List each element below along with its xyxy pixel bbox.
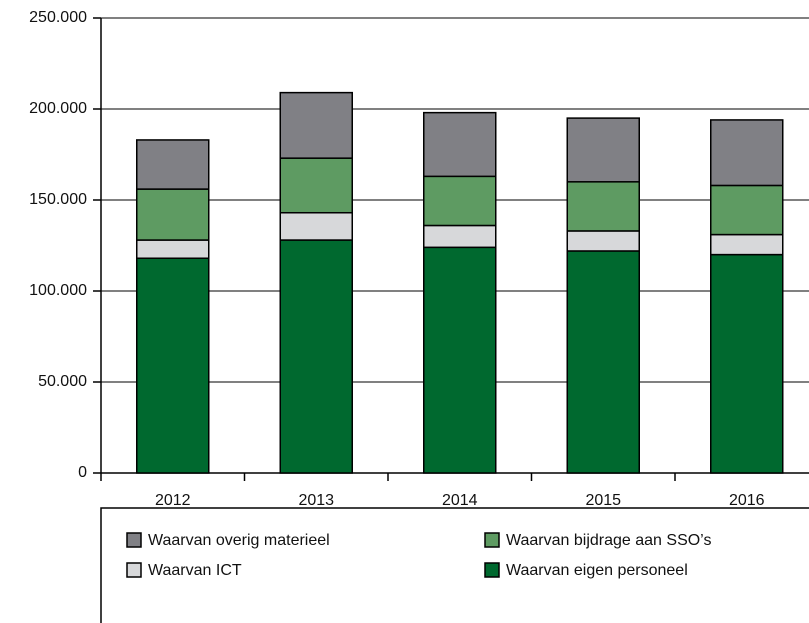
legend-swatch	[126, 532, 142, 548]
x-tick-label: 2015	[585, 492, 621, 509]
y-tick-label: 50.000	[38, 373, 87, 390]
bar-segment	[279, 239, 353, 474]
bar-segment	[566, 181, 640, 232]
bar-segment	[136, 257, 210, 474]
bar-segment	[710, 119, 784, 187]
legend-label: Waarvan eigen personeel	[506, 562, 688, 579]
bar-segment	[566, 250, 640, 474]
bar-segment	[279, 211, 353, 241]
bar-segment	[423, 224, 497, 249]
legend-swatch	[126, 562, 142, 578]
bar-segment	[136, 188, 210, 241]
bar-segment	[136, 239, 210, 259]
x-tick-label: 2016	[729, 492, 765, 509]
y-tick-label: 100.000	[29, 282, 87, 299]
bar-segment	[136, 139, 210, 190]
legend-swatch	[484, 532, 500, 548]
bar-segment	[710, 253, 784, 474]
y-tick-label: 250.000	[29, 9, 87, 26]
legend-frame	[100, 507, 809, 623]
bar-segment	[423, 175, 497, 227]
bar-segment	[279, 91, 353, 159]
legend-label: Waarvan overig materieel	[148, 532, 330, 549]
bar-segment	[279, 157, 353, 214]
x-tick-label: 2012	[155, 492, 191, 509]
bar-segment	[566, 117, 640, 183]
legend-label: Waarvan ICT	[148, 562, 242, 579]
y-tick-label: 150.000	[29, 191, 87, 208]
y-tick-label: 0	[78, 464, 87, 481]
bar-segment	[423, 111, 497, 178]
x-tick-label: 2014	[442, 492, 478, 509]
legend-label: Waarvan bijdrage aan SSO’s	[506, 532, 711, 549]
x-tick-label: 2013	[298, 492, 334, 509]
y-tick-label: 200.000	[29, 100, 87, 117]
bar-segment	[423, 246, 497, 474]
bar-segment	[710, 184, 784, 236]
bar-segment	[710, 233, 784, 256]
legend-swatch	[484, 562, 500, 578]
bar-segment	[566, 230, 640, 252]
